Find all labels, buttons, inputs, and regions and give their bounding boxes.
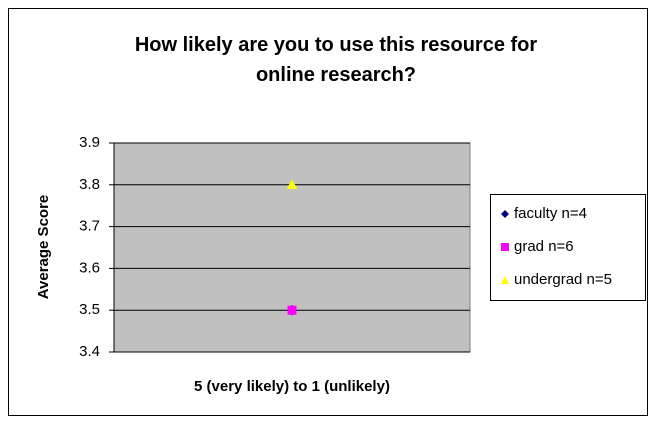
chart-title: How likely are you to use this resource … [134,34,538,86]
legend-label: undergrad n=5 [514,271,612,288]
legend-marker [501,276,509,284]
y-tick-label: 3.4 [79,343,100,360]
legend [490,194,646,301]
legend-marker [501,243,509,251]
legend-label: grad n=6 [514,238,574,255]
marker [286,179,298,190]
legend-label: faculty n=4 [514,205,587,222]
y-tick-label: 3.9 [79,134,100,151]
plot-area [113,142,471,353]
marker [287,305,297,315]
x-axis-label: 5 (very likely) to 1 (unlikely) [194,378,390,395]
y-tick-label: 3.8 [79,176,100,193]
y-tick-label: 3.6 [79,259,100,276]
y-tick-label: 3.5 [79,301,100,318]
y-axis-label: Average Score [35,195,52,300]
legend-marker [501,210,509,218]
y-tick-label: 3.7 [79,218,100,235]
